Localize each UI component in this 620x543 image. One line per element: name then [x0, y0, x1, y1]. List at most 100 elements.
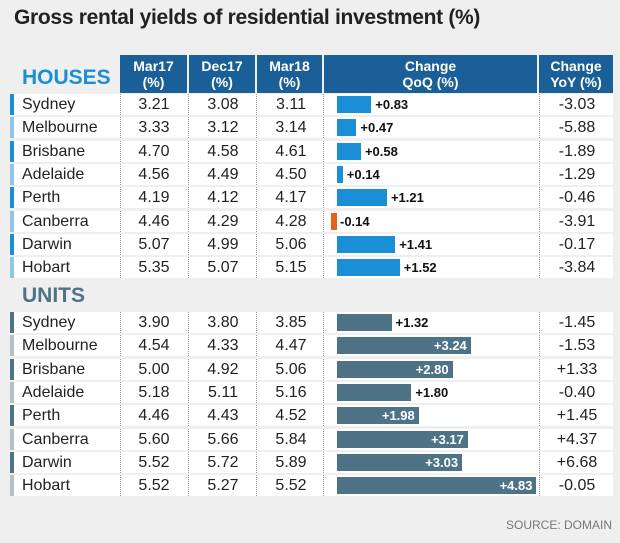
column-header: Change YoY (%)	[539, 55, 613, 93]
column-divider	[323, 210, 324, 232]
column-header: Mar17 (%)	[120, 55, 187, 93]
chart-title: Gross rental yields of residential inves…	[14, 6, 481, 29]
column-divider	[188, 233, 189, 255]
column-divider	[539, 335, 540, 357]
row-marker	[10, 428, 14, 450]
qoq-bar	[337, 165, 343, 183]
column-header-line: Change	[404, 58, 457, 74]
mar18-value: 3.85	[275, 314, 307, 331]
row-marker	[10, 210, 14, 232]
column-divider	[539, 233, 540, 255]
table-row: Sydney 3.21 3.08 3.11 -3.03 +0.83	[10, 94, 613, 115]
column-divider	[188, 210, 189, 232]
column-divider	[539, 140, 540, 162]
qoq-label: +1.98	[381, 408, 415, 424]
table-row: Darwin 5.07 4.99 5.06 -0.17 +1.41	[10, 233, 613, 255]
table-row: Sydney 3.90 3.80 3.85 -1.45 +1.32	[10, 312, 613, 333]
column-header-line: (%)	[142, 74, 165, 90]
row-marker	[10, 312, 14, 333]
column-divider	[256, 405, 257, 427]
dec17-value: 4.58	[207, 142, 239, 160]
table-row: Perth 4.46 4.43 4.52 +1.45 +1.98	[10, 405, 613, 427]
column-divider	[323, 312, 324, 333]
column-divider	[120, 312, 121, 333]
column-divider	[539, 163, 540, 185]
qoq-label: +2.80	[415, 361, 449, 377]
table-row: Canberra 4.46 4.29 4.28 -3.91 -0.14	[10, 210, 613, 232]
column-header-line: Change	[550, 58, 602, 74]
table-row: Canberra 5.60 5.66 5.84 +4.37 +3.17	[10, 428, 613, 450]
column-divider	[539, 117, 540, 139]
column-divider	[120, 381, 121, 403]
qoq-label: +1.80	[415, 384, 449, 400]
qoq-bar	[337, 314, 392, 331]
row-marker	[10, 451, 14, 473]
column-header: Mar18 (%)	[257, 55, 322, 93]
qoq-label: +3.17	[431, 431, 464, 447]
mar17-value: 4.19	[138, 189, 170, 207]
column-divider	[256, 312, 257, 333]
dec17-value: 3.80	[207, 314, 239, 331]
table-row: Hobart 5.52 5.27 5.52 -0.05 +4.83	[10, 475, 613, 497]
qoq-bar	[337, 189, 387, 207]
dec17-value: 5.11	[208, 383, 238, 401]
mar17-value: 5.60	[138, 430, 170, 448]
column-divider	[188, 140, 189, 162]
qoq-label: +1.21	[390, 190, 424, 206]
column-divider	[539, 210, 540, 232]
city-name: Perth	[22, 407, 61, 425]
qoq-label: +0.58	[364, 143, 398, 159]
table-row: Hobart 5.35 5.07 5.15 -3.84 +1.52	[10, 257, 613, 279]
column-divider	[188, 475, 189, 497]
row-marker	[10, 381, 14, 403]
column-divider	[188, 117, 189, 139]
row-marker	[10, 117, 14, 139]
column-header: Dec17 (%)	[189, 55, 255, 93]
city-name: Melbourne	[22, 119, 98, 137]
mar18-value: 4.52	[275, 407, 307, 425]
column-header-line: QoQ (%)	[402, 74, 459, 90]
column-divider	[120, 451, 121, 473]
qoq-label: +0.47	[360, 120, 394, 136]
mar18-value: 4.50	[275, 165, 307, 183]
column-divider	[323, 475, 324, 497]
column-divider	[256, 335, 257, 357]
yoy-value: -0.17	[558, 235, 596, 253]
mar18-value: 5.06	[275, 235, 307, 253]
mar17-value: 4.70	[138, 142, 170, 160]
column-divider	[120, 187, 121, 209]
yoy-value: -5.88	[558, 119, 596, 137]
column-divider	[323, 140, 324, 162]
column-header-line: Mar17	[133, 58, 174, 74]
column-divider	[256, 233, 257, 255]
row-marker	[10, 358, 14, 380]
column-divider	[539, 94, 540, 115]
column-header-line: YoY (%)	[550, 74, 602, 90]
city-name: Hobart	[22, 477, 71, 495]
row-marker	[10, 335, 14, 357]
column-divider	[256, 94, 257, 115]
dec17-value: 5.66	[207, 430, 239, 448]
column-header-line: (%)	[278, 74, 301, 90]
column-divider	[256, 451, 257, 473]
column-divider	[256, 187, 257, 209]
column-divider	[256, 257, 257, 279]
yoy-value: -1.45	[558, 314, 596, 331]
mar17-value: 5.00	[138, 360, 170, 378]
column-divider	[120, 257, 121, 279]
qoq-label: +4.83	[499, 478, 533, 494]
column-divider	[539, 187, 540, 209]
column-header-line: Mar18	[269, 58, 310, 74]
yoy-value: +4.37	[556, 430, 598, 448]
column-divider	[256, 117, 257, 139]
table-row: Melbourne 3.33 3.12 3.14 -5.88 +0.47	[10, 117, 613, 139]
qoq-label: +1.32	[395, 315, 429, 330]
qoq-bar	[337, 96, 372, 113]
column-divider	[120, 163, 121, 185]
qoq-bar	[337, 430, 468, 448]
dec17-value: 4.99	[207, 235, 239, 253]
qoq-bar	[337, 360, 453, 378]
mar18-value: 5.89	[275, 453, 307, 471]
mar17-value: 4.46	[138, 407, 170, 425]
city-name: Darwin	[22, 235, 72, 253]
